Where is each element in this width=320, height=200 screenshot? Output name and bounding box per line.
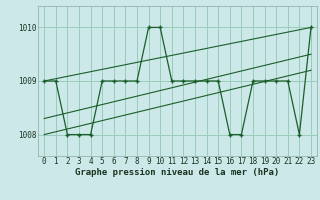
X-axis label: Graphe pression niveau de la mer (hPa): Graphe pression niveau de la mer (hPa) bbox=[76, 168, 280, 177]
